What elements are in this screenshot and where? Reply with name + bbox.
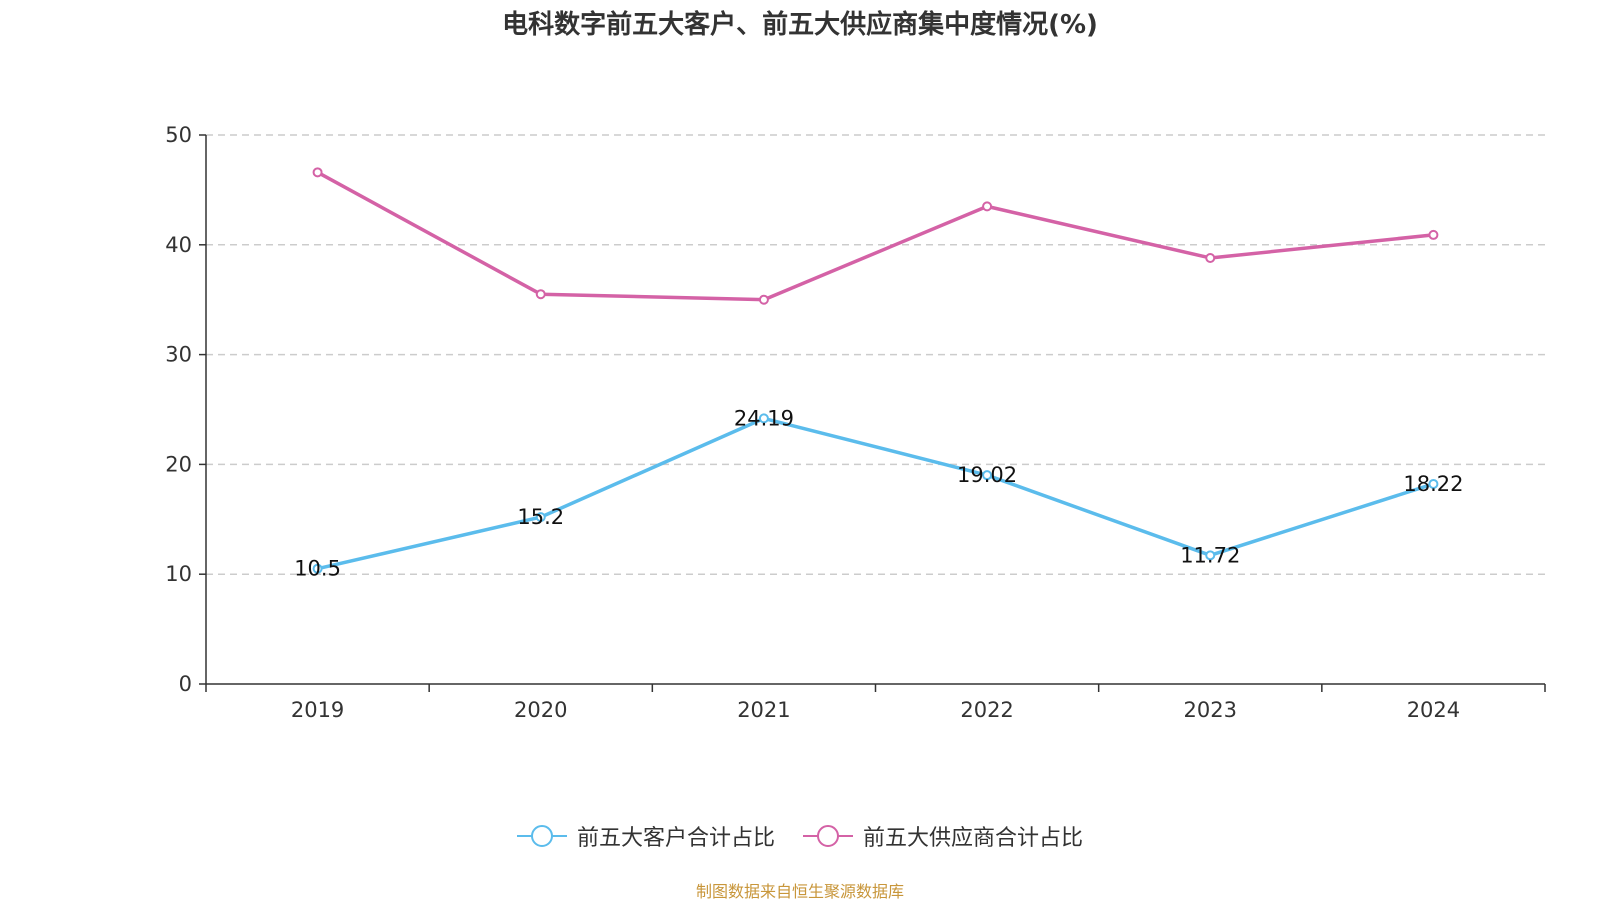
data-point-0-2024[interactable] <box>1428 478 1439 489</box>
data-label-2024: 18.22 <box>1403 472 1463 496</box>
x-tick-label-2019: 2019 <box>291 698 344 722</box>
data-point-0-2022[interactable] <box>982 470 993 481</box>
data-point-1-2020[interactable] <box>535 289 546 300</box>
data-label-2019: 10.5 <box>294 557 341 581</box>
data-point-1-2023[interactable] <box>1205 252 1216 263</box>
x-tick-label-2024: 2024 <box>1407 698 1460 722</box>
legend-item-suppliers[interactable]: 前五大供应商合计占比 <box>803 820 1083 852</box>
legend-label-customers: 前五大客户合计占比 <box>576 826 775 851</box>
legend-marker-suppliers-icon <box>803 825 853 847</box>
data-point-0-2020[interactable] <box>535 512 546 523</box>
data-source-note: 制图数据来自恒生聚源数据库 <box>695 882 904 901</box>
data-point-1-2019[interactable] <box>312 167 323 178</box>
chart-title: 电科数字前五大客户、前五大供应商集中度情况(%) <box>502 10 1098 40</box>
data-point-0-2019[interactable] <box>312 563 323 574</box>
data-point-1-2022[interactable] <box>982 201 993 212</box>
y-tick-label: 20 <box>165 452 192 476</box>
data-label-2022: 19.02 <box>957 463 1017 487</box>
x-tick-label-2022: 2022 <box>960 698 1013 722</box>
y-tick-label: 40 <box>165 233 192 257</box>
x-tick-label-2020: 2020 <box>514 698 567 722</box>
data-point-1-2024[interactable] <box>1428 229 1439 240</box>
x-tick-label-2021: 2021 <box>737 698 790 722</box>
legend-label-suppliers: 前五大供应商合计占比 <box>863 826 1084 851</box>
y-tick-label: 30 <box>165 343 192 367</box>
y-tick-label: 0 <box>179 672 192 696</box>
data-point-1-2021[interactable] <box>758 294 769 305</box>
series-line-1 <box>316 170 1434 302</box>
y-tick-label: 50 <box>165 123 192 147</box>
y-tick-label: 10 <box>165 562 192 586</box>
data-label-2021: 24.19 <box>734 406 794 430</box>
series-line-0 <box>317 416 1434 571</box>
x-tick-label-2023: 2023 <box>1184 698 1237 722</box>
data-point-0-2023[interactable] <box>1205 550 1216 561</box>
data-label-2020: 15.2 <box>517 505 564 529</box>
data-label-2023: 11.72 <box>1180 543 1240 567</box>
legend: 前五大客户合计占比 前五大供应商合计占比 <box>0 820 1600 852</box>
legend-item-customers[interactable]: 前五大客户合计占比 <box>516 820 775 852</box>
legend-marker-customers-icon <box>516 825 567 847</box>
data-point-0-2021[interactable] <box>758 413 769 424</box>
